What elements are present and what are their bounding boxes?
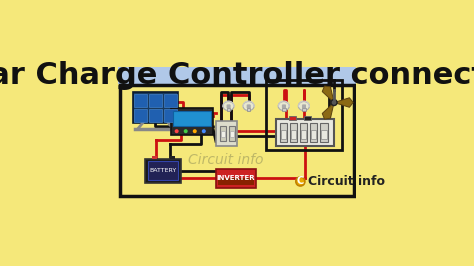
FancyBboxPatch shape [118,67,356,84]
Bar [216,169,256,188]
Bar [148,161,178,180]
Bar [164,94,177,107]
Bar [310,123,318,142]
Bar [276,119,334,146]
Bar [221,131,225,137]
Bar [216,121,237,146]
Polygon shape [322,102,334,119]
Bar [219,178,254,185]
Bar [149,94,162,107]
Bar [302,107,306,111]
Text: Circuit info: Circuit info [188,153,264,167]
Text: Circuit info: Circuit info [308,175,385,188]
Circle shape [296,177,305,186]
Bar [289,116,296,120]
Text: Solar Charge Controller connection: Solar Charge Controller connection [0,61,474,90]
Bar [292,130,296,139]
Circle shape [174,129,179,133]
Text: BATTERY: BATTERY [149,168,177,173]
Bar [146,159,181,183]
Ellipse shape [298,102,310,111]
Text: INVERTER: INVERTER [217,176,255,181]
Bar [220,126,226,141]
Bar [164,109,177,122]
Bar [133,93,178,123]
Ellipse shape [223,102,234,111]
Ellipse shape [278,102,289,111]
Bar [301,130,306,139]
Bar [173,111,211,126]
Ellipse shape [243,102,254,111]
Bar [171,107,213,135]
Bar [134,109,147,122]
Bar [321,130,327,139]
Bar [229,126,235,141]
Circle shape [202,129,206,133]
Bar [227,107,230,111]
Bar [320,123,328,142]
Polygon shape [322,86,334,102]
Bar [134,94,147,107]
Bar [280,123,287,142]
Text: C: C [297,176,304,186]
Bar [149,109,162,122]
Bar [301,123,308,142]
Bar [266,80,342,150]
Circle shape [184,129,188,133]
Bar [290,123,297,142]
Circle shape [193,129,197,133]
Circle shape [331,99,337,106]
Bar [311,130,317,139]
Bar [247,107,250,111]
Bar [120,85,354,196]
Bar [282,107,285,111]
Polygon shape [334,98,353,107]
Bar [281,130,286,139]
Bar [152,156,156,159]
Bar [304,116,311,120]
Bar [230,131,234,137]
Bar [170,156,174,159]
